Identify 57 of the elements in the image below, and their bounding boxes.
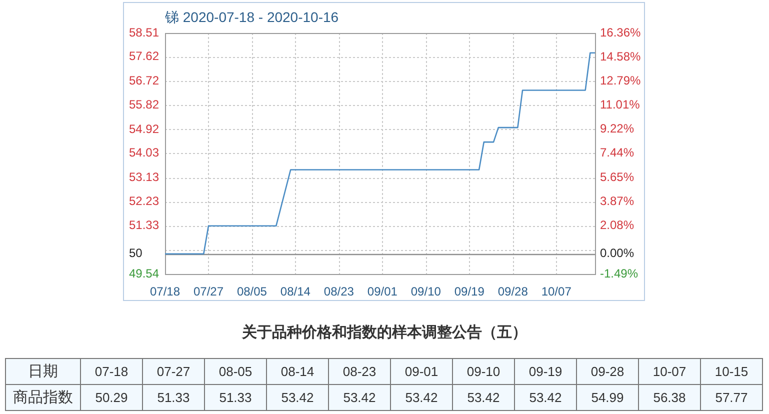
y-tick-label: 55.82 xyxy=(129,98,160,112)
x-tick-label: 08/23 xyxy=(324,284,354,299)
text: 日期 xyxy=(6,358,80,384)
category-label: 08-05 xyxy=(204,358,266,384)
y2-tick-label: 12.79% xyxy=(600,74,642,88)
y2-tick-label: 7.44% xyxy=(600,146,634,160)
category-label: 09-01 xyxy=(390,358,452,384)
chart-title: 锑 2020-07-18 - 2020-10-16 xyxy=(164,8,339,25)
data-label: 53.42 xyxy=(328,384,390,410)
data-label: 53.42 xyxy=(390,384,452,410)
y-tick-label: 54.92 xyxy=(129,122,160,136)
x-tick-label: 07/18 xyxy=(150,284,180,299)
x-tick-label: 07/27 xyxy=(193,284,224,299)
x-tick-label: 09/28 xyxy=(498,284,528,299)
data-label: 53.42 xyxy=(452,384,514,410)
x-tick-label: 10/07 xyxy=(541,284,572,299)
x-tick-label: 09/10 xyxy=(410,284,442,299)
x-tick-label: 08/05 xyxy=(236,284,268,299)
data-label: 53.42 xyxy=(514,384,576,410)
x-tick-label: 08/14 xyxy=(280,284,311,299)
category-label: 08-14 xyxy=(266,358,328,384)
category-label: 10-07 xyxy=(638,358,700,384)
data-label: 50.29 xyxy=(80,384,142,410)
y2-tick-label: 3.87% xyxy=(600,194,634,208)
data-label: 56.38 xyxy=(638,384,700,410)
y2-tick-label: 9.22% xyxy=(600,122,634,136)
x-tick-label: 09/01 xyxy=(367,284,398,299)
data-label: 53.42 xyxy=(266,384,328,410)
y2-tick-label: -1.49% xyxy=(600,266,638,280)
y2-tick-label: 11.01% xyxy=(600,98,640,112)
y2-tick-label: 14.58% xyxy=(600,49,642,64)
y-tick-label: 58.51 xyxy=(129,25,160,40)
category-label: 07-27 xyxy=(142,358,204,384)
y-tick-label: 51.33 xyxy=(129,218,160,232)
y-tick-label: 53.13 xyxy=(129,170,160,184)
y-tick-label: 56.72 xyxy=(129,73,160,88)
category-label: 09-19 xyxy=(514,358,576,384)
y-tick-label: 49.54 xyxy=(129,266,160,280)
category-label: 08-23 xyxy=(328,358,390,384)
category-label: 10-15 xyxy=(700,358,762,384)
y-tick-label: 50 xyxy=(129,246,143,260)
category-label: 07-18 xyxy=(80,358,142,384)
text: 商品指数 xyxy=(6,384,80,410)
y2-tick-label: 16.36% xyxy=(600,25,642,40)
data-label: 51.33 xyxy=(204,384,266,410)
y2-tick-label: 5.65% xyxy=(600,170,634,184)
y-tick-label: 54.03 xyxy=(129,146,160,160)
y2-tick-label: 0.00% xyxy=(600,246,634,260)
y-tick-label: 57.62 xyxy=(129,49,160,64)
y-tick-label: 52.23 xyxy=(129,194,160,208)
data-label: 57.77 xyxy=(700,384,762,410)
text: 关于品种价格和指数的样本调整公告（五） xyxy=(240,324,528,342)
data-label: 54.99 xyxy=(576,384,638,410)
category-label: 09-10 xyxy=(452,358,514,384)
y2-tick-label: 2.08% xyxy=(600,218,634,232)
category-label: 09-28 xyxy=(576,358,638,384)
x-tick-label: 09/19 xyxy=(454,284,485,299)
